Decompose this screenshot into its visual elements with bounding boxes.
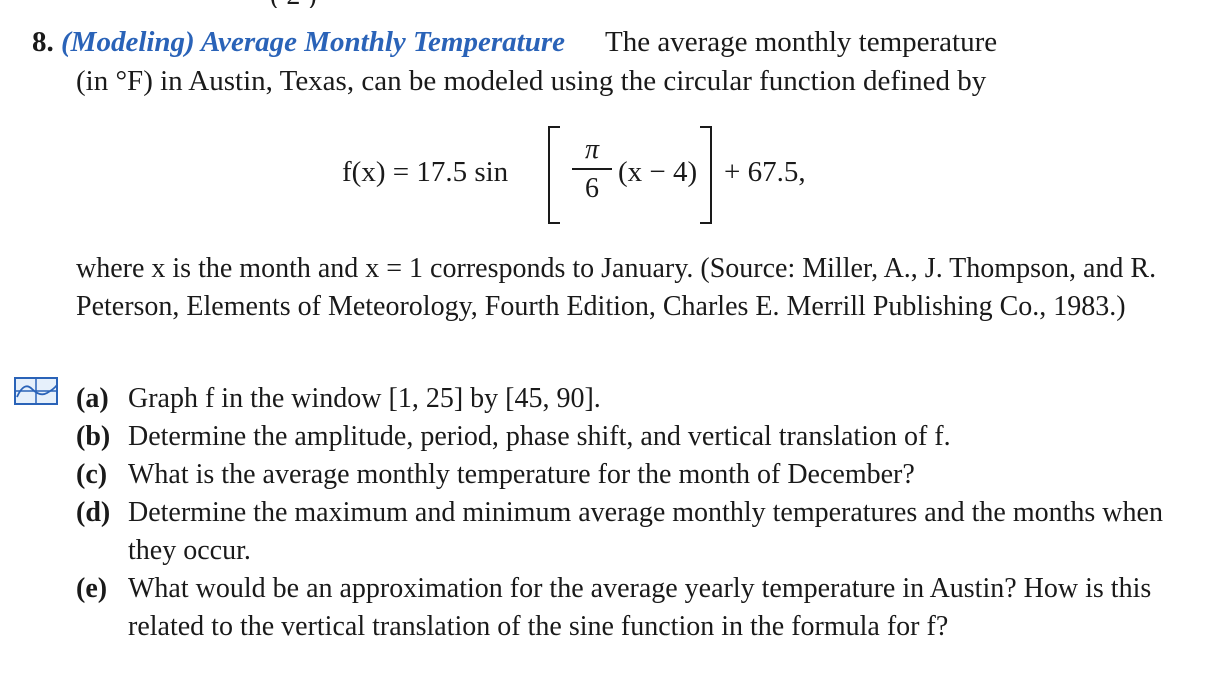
left-bracket [548,126,560,224]
part-c: (c) What is the average monthly temperat… [76,456,1176,494]
part-text: Determine the amplitude, period, phase s… [128,421,951,452]
part-text: What is the average monthly temperature … [128,459,915,490]
part-text: Determine the maximum and minimum averag… [128,497,1163,566]
part-text: What would be an approximation for the a… [128,573,1152,642]
question-parts: (a) Graph f in the window [1, 25] by [45… [76,380,1176,646]
part-e: (e) What would be an approximation for t… [76,570,1176,646]
problem-topic: (Modeling) Average Monthly Temperature [61,26,565,58]
fraction-numerator: π [584,134,600,165]
formula-lhs: f(x) = 17.5 sin [342,156,509,188]
fraction-bar [572,168,612,170]
part-d: (d) Determine the maximum and minimum av… [76,494,1176,570]
right-bracket [700,126,712,224]
problem-number: 8. [32,26,54,58]
part-label: (c) [76,459,108,490]
intro-line2: (in °F) in Austin, Texas, can be modeled… [76,65,987,97]
intro-line1: The average monthly temperature [604,26,998,58]
part-text: Graph f in the window [1, 25] by [45, 90… [128,383,601,414]
problem-intro: 8. (Modeling) Average Monthly Temperatur… [32,23,1182,101]
formula-tail: + 67.5, [724,156,806,188]
part-b: (b) Determine the amplitude, period, pha… [76,418,1176,456]
graphing-calculator-icon [14,377,58,405]
where-paragraph: where x is the month and x = 1 correspon… [76,253,1157,322]
part-label: (e) [76,573,108,604]
part-label: (b) [76,421,111,452]
fraction-denominator: 6 [585,173,599,204]
part-label: (d) [76,497,111,528]
top-fragment-text: ( 2 ) [270,0,317,8]
top-fragment: ( 2 ) [270,0,400,8]
fraction: π 6 [572,134,612,206]
formula-inner: (x − 4) [618,156,698,188]
part-label: (a) [76,383,109,414]
part-a: (a) Graph f in the window [1, 25] by [45… [76,380,1176,418]
